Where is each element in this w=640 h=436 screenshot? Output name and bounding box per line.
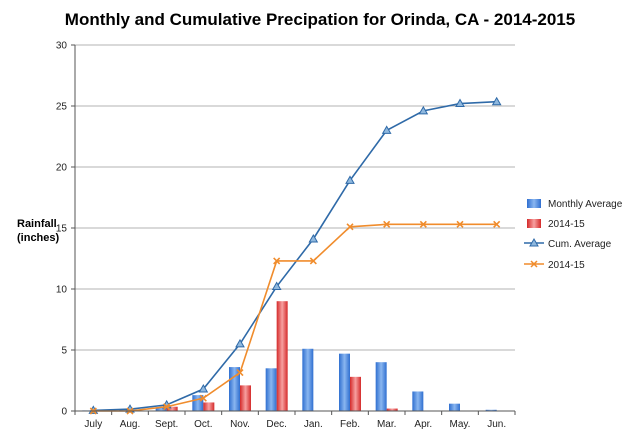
legend-swatch-monthly-average — [527, 199, 541, 208]
line-2014-15-cum — [93, 223, 497, 412]
y-tick-label-0: 0 — [61, 407, 67, 418]
bar-2014-15-3 — [203, 402, 215, 411]
x-tick-label-july: July — [84, 419, 102, 430]
x-tick-label-nov: Nov. — [230, 419, 250, 430]
bar-monthly-average-2 — [155, 407, 167, 411]
y-tick-label-25: 25 — [56, 102, 68, 113]
point-cum-average-8 — [381, 125, 392, 134]
y-tick-label-15: 15 — [56, 224, 68, 235]
chart-title: Monthly and Cumulative Precipation for O… — [65, 10, 575, 29]
bar-2014-15-2 — [166, 406, 178, 411]
point-2014-15-cum-6 — [309, 257, 317, 265]
x-tick-label-jun: Jun. — [487, 419, 506, 430]
line-cum-average — [93, 100, 497, 412]
legend-marker-cum-average — [529, 237, 539, 247]
point-2014-15-cum-5 — [273, 257, 281, 265]
point-2014-15-cum-4 — [236, 369, 244, 377]
x-axis-ticks: July Aug. Sept. Oct. Nov. Dec. Jan. Feb. Mar. Apr… — [74, 411, 516, 430]
y-tick-label-5: 5 — [61, 346, 67, 357]
point-cum-average-5 — [271, 281, 282, 291]
x-tick-label-apr: Apr. — [414, 419, 432, 430]
bar-2014-15-7 — [350, 376, 361, 411]
bar-monthly-average-9 — [412, 391, 424, 411]
point-cum-average-9 — [418, 105, 429, 115]
bar-monthly-average-7 — [339, 353, 350, 411]
point-2014-15-cum-9 — [419, 220, 427, 228]
point-2014-15-cum-7 — [346, 223, 354, 231]
line-series — [88, 96, 502, 415]
x-tick-label-dec: Dec. — [266, 419, 287, 430]
point-cum-average-11 — [491, 96, 502, 106]
legend-label-cum-average: Cum. Average — [548, 239, 612, 250]
y-axis-label-line2: (inches) — [17, 232, 60, 244]
y-tick-label-10: 10 — [56, 285, 68, 296]
bar-monthly-average-6 — [302, 348, 314, 411]
x-tick-label-oct: Oct. — [194, 419, 212, 430]
bar-series — [82, 301, 497, 411]
legend-swatch-2014-15-bar — [527, 219, 541, 228]
x-tick-label-feb: Feb. — [340, 419, 360, 430]
point-2014-15-cum-2 — [163, 403, 171, 411]
bar-2014-15-5 — [276, 301, 288, 411]
x-tick-label-may: May. — [450, 419, 471, 430]
point-cum-average-4 — [235, 338, 245, 348]
bar-monthly-average-11 — [485, 409, 497, 411]
bar-2014-15-8 — [386, 408, 398, 411]
axes — [74, 45, 515, 412]
x-tick-label-sept: Sept. — [155, 419, 178, 430]
gridlines — [75, 44, 515, 351]
point-cum-average-6 — [308, 233, 319, 243]
point-2014-15-cum-11 — [493, 220, 501, 228]
point-cum-average-10 — [455, 98, 465, 108]
x-tick-label-mar: Mar. — [377, 419, 396, 430]
legend-label-monthly-average: Monthly Average — [548, 199, 623, 210]
legend-label-2014-15-bar: 2014-15 — [548, 219, 585, 230]
bar-2014-15-4 — [240, 385, 251, 411]
bar-monthly-average-4 — [229, 367, 240, 411]
x-tick-label-aug: Aug. — [120, 419, 141, 430]
y-axis-ticks: 0 5 10 15 20 25 30 — [56, 41, 75, 418]
x-tick-label-jan: Jan. — [304, 419, 323, 430]
legend-label-2014-15-cum: 2014-15 — [548, 260, 585, 271]
point-cum-average-3 — [198, 384, 209, 393]
bar-monthly-average-3 — [192, 395, 204, 411]
legend: Monthly Average 2014-15 Cum. Average 201… — [524, 199, 623, 271]
y-tick-label-30: 30 — [56, 41, 68, 52]
bar-monthly-average-8 — [375, 362, 387, 411]
point-2014-15-cum-10 — [456, 220, 464, 228]
bar-monthly-average-10 — [449, 403, 460, 411]
y-tick-label-20: 20 — [56, 163, 68, 174]
point-2014-15-cum-3 — [199, 394, 207, 402]
y-axis-label-line1: Rainfall — [17, 218, 57, 230]
point-cum-average-7 — [345, 175, 355, 184]
point-2014-15-cum-8 — [383, 220, 391, 228]
legend-marker-2014-15-cum — [530, 260, 538, 268]
bar-monthly-average-5 — [265, 368, 277, 411]
